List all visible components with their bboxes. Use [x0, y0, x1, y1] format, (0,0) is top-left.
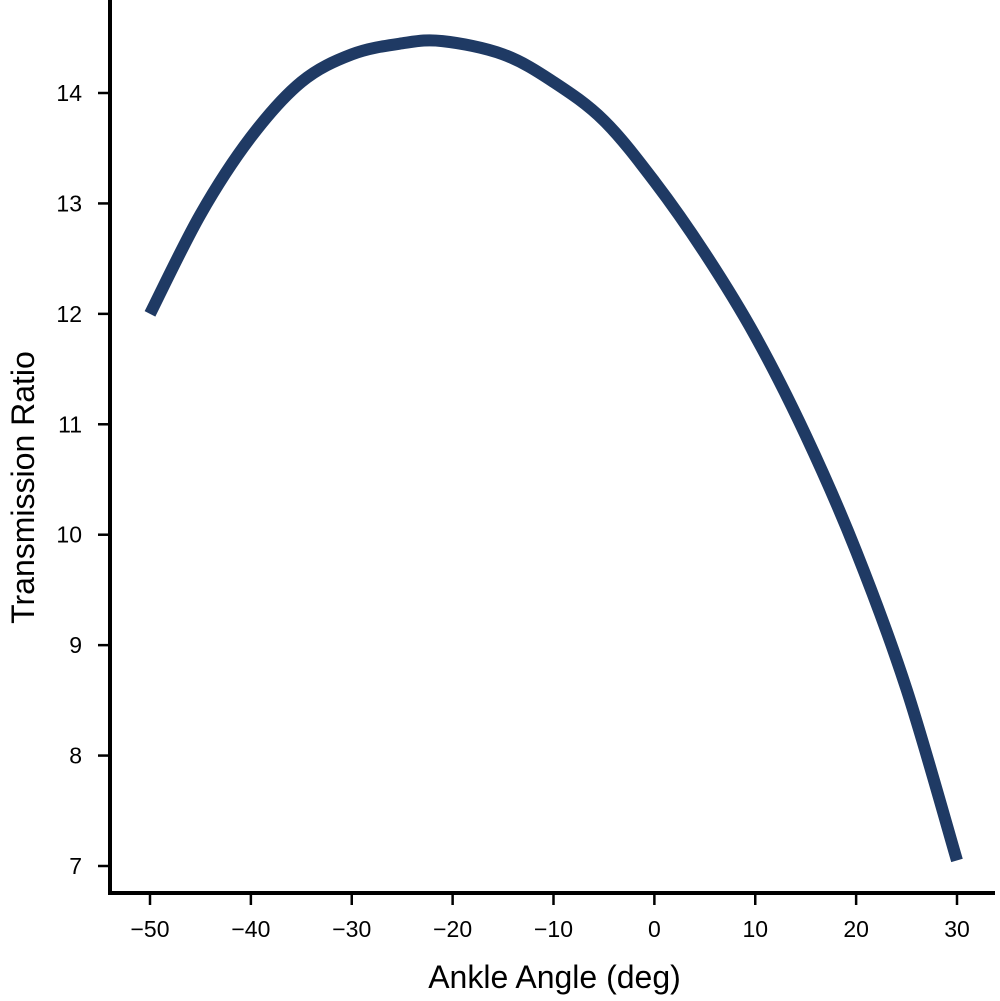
series-layer — [144, 34, 963, 863]
x-axis-title: Ankle Angle (deg) — [428, 959, 681, 995]
y-tick-label: 13 — [56, 190, 82, 216]
x-tick-label: −30 — [332, 916, 371, 942]
x-tick-label: 30 — [944, 916, 970, 942]
x-tick-label: −50 — [130, 916, 169, 942]
y-axis-ticks: 7 8 9 10 11 12 13 14 — [56, 80, 110, 879]
x-tick-label: −20 — [433, 916, 472, 942]
series-line — [144, 34, 963, 863]
y-tick-label: 10 — [56, 522, 82, 548]
y-axis-title: Transmission Ratio — [5, 351, 41, 624]
x-tick-label: −40 — [231, 916, 270, 942]
y-tick-label: 12 — [56, 301, 82, 327]
x-tick-label: 0 — [648, 916, 661, 942]
x-tick-label: 20 — [843, 916, 869, 942]
x-tick-label: 10 — [742, 916, 768, 942]
x-tick-label: −10 — [534, 916, 573, 942]
x-axis-ticks: −50 −40 −30 −20 −10 0 10 20 30 — [130, 893, 970, 942]
y-tick-label: 14 — [56, 80, 82, 106]
y-tick-label: 9 — [69, 632, 82, 658]
y-tick-label: 7 — [69, 853, 82, 879]
y-tick-label: 8 — [69, 743, 82, 769]
y-tick-label: 11 — [58, 411, 82, 437]
